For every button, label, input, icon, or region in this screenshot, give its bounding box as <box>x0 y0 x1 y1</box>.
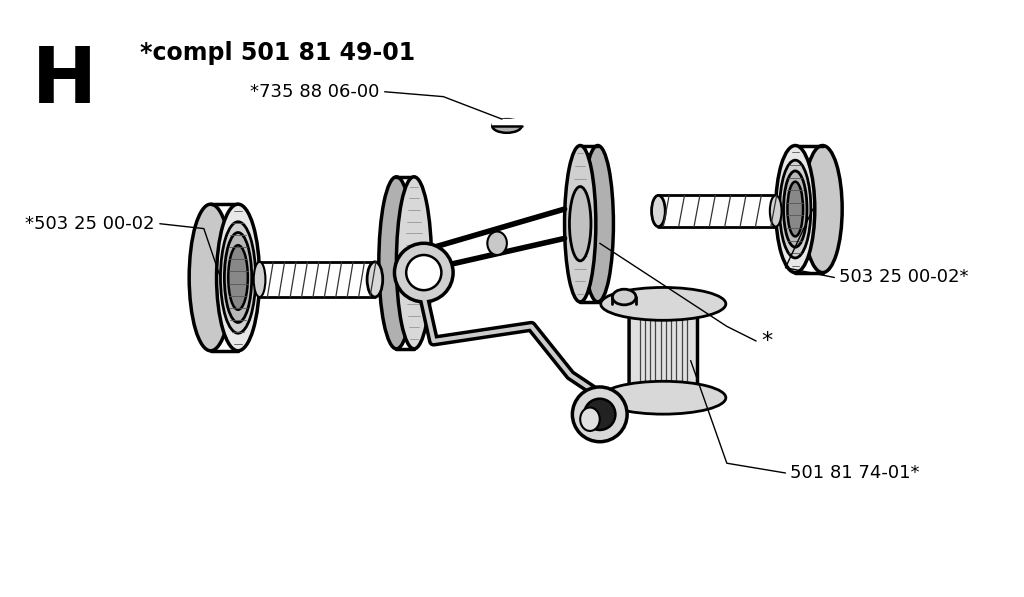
Ellipse shape <box>189 204 232 351</box>
Text: *: * <box>761 331 772 351</box>
Ellipse shape <box>572 387 627 442</box>
Ellipse shape <box>407 255 441 290</box>
Ellipse shape <box>379 177 414 349</box>
Text: *compl 501 81 49-01: *compl 501 81 49-01 <box>140 41 416 65</box>
Ellipse shape <box>493 119 521 133</box>
Ellipse shape <box>651 195 666 227</box>
Ellipse shape <box>581 408 600 431</box>
Ellipse shape <box>224 232 252 322</box>
Ellipse shape <box>783 171 807 247</box>
Ellipse shape <box>228 245 248 310</box>
Text: 501 81 74-01*: 501 81 74-01* <box>791 464 920 482</box>
Ellipse shape <box>779 160 811 258</box>
Ellipse shape <box>770 195 781 227</box>
Ellipse shape <box>787 181 803 236</box>
Text: 503 25 00-02*: 503 25 00-02* <box>840 269 969 287</box>
FancyBboxPatch shape <box>629 301 697 401</box>
Ellipse shape <box>367 262 383 297</box>
Ellipse shape <box>601 287 726 321</box>
Ellipse shape <box>583 146 613 302</box>
Ellipse shape <box>612 289 636 305</box>
Ellipse shape <box>601 381 726 414</box>
Ellipse shape <box>564 146 596 302</box>
Text: *503 25 00-02: *503 25 00-02 <box>26 215 155 233</box>
Ellipse shape <box>487 232 507 255</box>
Ellipse shape <box>254 262 265 297</box>
Ellipse shape <box>803 146 842 273</box>
Ellipse shape <box>394 243 453 302</box>
Text: H: H <box>32 43 96 119</box>
Ellipse shape <box>776 146 815 273</box>
Bar <box>493 119 521 126</box>
Ellipse shape <box>216 204 259 351</box>
Ellipse shape <box>220 221 256 333</box>
Ellipse shape <box>396 177 431 349</box>
Ellipse shape <box>569 187 591 261</box>
Ellipse shape <box>573 200 587 247</box>
Ellipse shape <box>584 399 615 430</box>
Text: *735 88 06-00: *735 88 06-00 <box>251 83 380 101</box>
